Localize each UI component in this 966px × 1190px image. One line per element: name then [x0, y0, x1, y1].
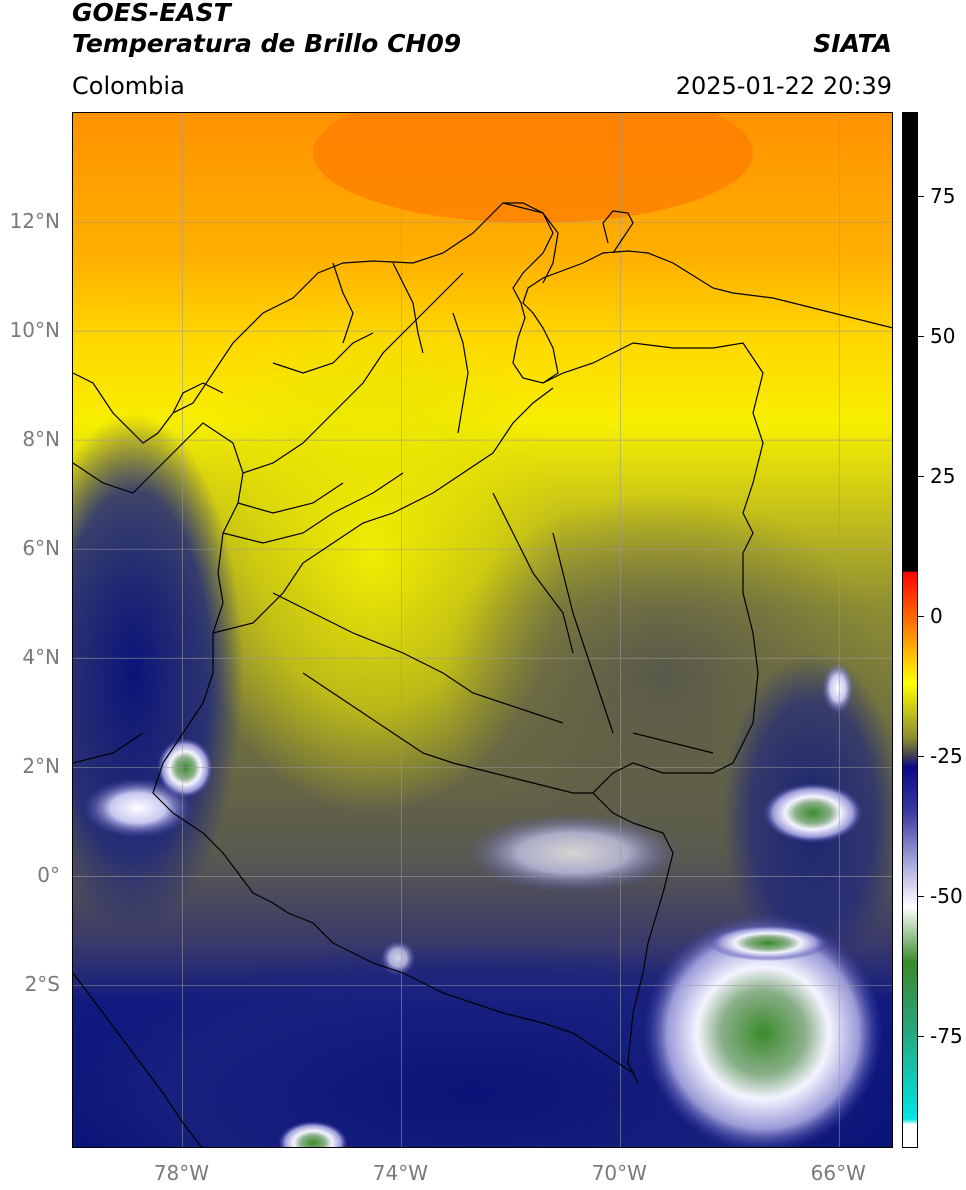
- map-canvas: [73, 113, 892, 1147]
- storm-cell-east: [763, 783, 863, 843]
- lon-tick-label: 66°W: [810, 1161, 866, 1185]
- lat-tick-label: 0°: [37, 863, 60, 888]
- map-gridlines: [73, 113, 892, 1147]
- colorbar-tick-mark: [918, 896, 924, 897]
- lon-tick-label: 70°W: [591, 1161, 647, 1185]
- colorbar-tick-label: -75: [930, 1024, 963, 1048]
- coastline-and-borders: [73, 202, 892, 1147]
- satellite-map[interactable]: [72, 112, 893, 1148]
- cloud-amazon: [463, 813, 683, 893]
- lat-tick-label: 2°S: [24, 972, 60, 997]
- region-label: Colombia: [72, 72, 185, 100]
- lat-tick-label: 8°N: [22, 427, 60, 452]
- timestamp-label: 2025-01-22 20:39: [675, 72, 892, 100]
- colorbar-tick-label: 50: [930, 324, 956, 348]
- colorbar-tick-label: -25: [930, 744, 963, 768]
- colorbar: [902, 112, 918, 1148]
- cloud-east: [822, 662, 854, 714]
- colorbar-tick-label: 25: [930, 464, 956, 488]
- storm-cell-bottom: [278, 1121, 348, 1147]
- colorbar-tick-mark: [918, 1036, 924, 1037]
- colorbar-tick-mark: [918, 476, 924, 477]
- lat-tick-label: 10°N: [9, 318, 60, 343]
- colorbar-tick-mark: [918, 196, 924, 197]
- satellite-title: GOES-EAST: [72, 0, 231, 27]
- organization-label: SIATA: [813, 29, 892, 58]
- product-title: Temperatura de Brillo CH09: [72, 29, 462, 58]
- colorbar-tick-label: -50: [930, 884, 963, 908]
- cloud-pacific: [83, 778, 193, 838]
- storm-cell-south-east: [643, 913, 883, 1147]
- storm-cell-band: [708, 925, 828, 961]
- storm-cell-pacific: [157, 738, 213, 798]
- lon-tick-label: 74°W: [372, 1161, 428, 1185]
- colorbar-tick-label: 0: [930, 604, 943, 628]
- cloud-small: [380, 940, 416, 976]
- colorbar-tick-label: 75: [930, 184, 956, 208]
- colorbar-tick-mark: [918, 616, 924, 617]
- lat-tick-label: 2°N: [22, 754, 60, 779]
- colorbar-tick-mark: [918, 336, 924, 337]
- lat-tick-label: 6°N: [22, 536, 60, 561]
- lat-tick-label: 4°N: [22, 645, 60, 670]
- lon-tick-label: 78°W: [153, 1161, 210, 1185]
- lat-tick-label: 12°N: [9, 209, 60, 234]
- warm-region: [313, 113, 753, 223]
- colorbar-tick-mark: [918, 756, 924, 757]
